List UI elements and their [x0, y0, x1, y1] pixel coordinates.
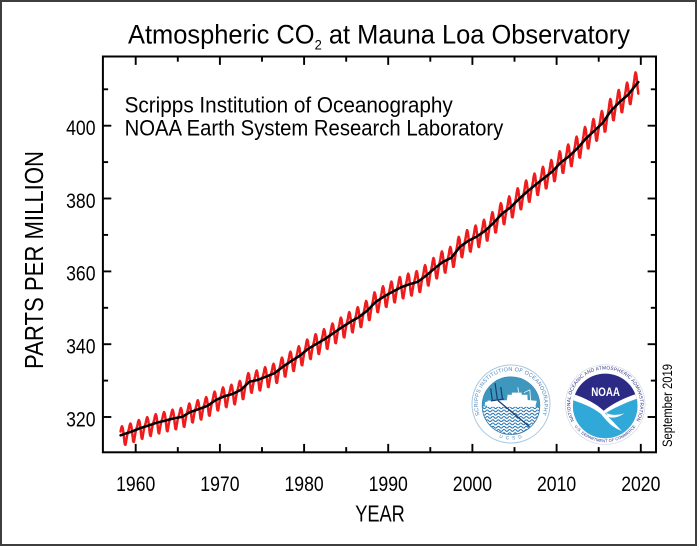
svg-text:Atmospheric CO2 at Mauna Loa O: Atmospheric CO2 at Mauna Loa Observatory — [128, 19, 631, 52]
svg-text:YEAR: YEAR — [355, 501, 405, 527]
svg-text:Scripps Institution of Oceanog: Scripps Institution of Oceanography — [125, 93, 453, 118]
svg-text:1980: 1980 — [285, 472, 324, 496]
svg-text:400: 400 — [66, 116, 95, 140]
svg-text:PARTS PER MILLION: PARTS PER MILLION — [19, 151, 49, 369]
svg-text:2010: 2010 — [537, 472, 576, 496]
svg-text:2020: 2020 — [621, 472, 660, 496]
svg-text:1990: 1990 — [369, 472, 408, 496]
svg-text:September 2019: September 2019 — [660, 364, 675, 447]
svg-text:360: 360 — [66, 262, 95, 286]
svg-text:NOAA: NOAA — [591, 385, 620, 399]
svg-text:340: 340 — [66, 335, 95, 359]
svg-text:1970: 1970 — [200, 472, 239, 496]
svg-text:2000: 2000 — [453, 472, 492, 496]
svg-text:320: 320 — [66, 407, 95, 431]
svg-text:1960: 1960 — [116, 472, 155, 496]
svg-text:NOAA Earth System Research Lab: NOAA Earth System Research Laboratory — [125, 116, 504, 141]
svg-text:U C S D: U C S D — [499, 434, 523, 441]
svg-text:380: 380 — [66, 189, 95, 213]
